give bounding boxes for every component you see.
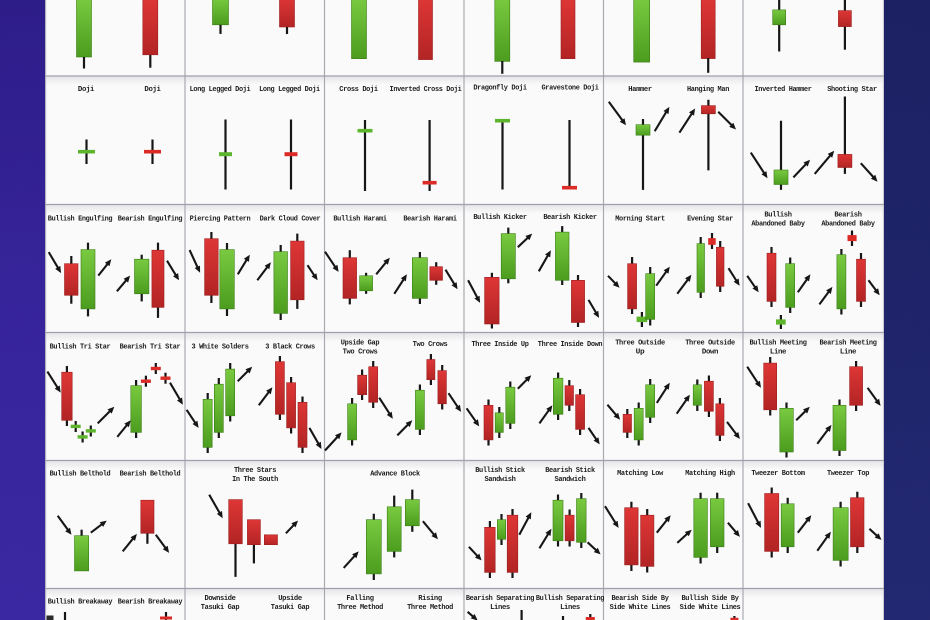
- svg-text:Matching High: Matching High: [685, 470, 735, 478]
- svg-text:Evening Star: Evening Star: [687, 216, 733, 224]
- svg-text:Lines: Lines: [560, 604, 580, 612]
- svg-text:Doji: Doji: [78, 86, 94, 94]
- svg-text:Advance Block: Advance Block: [370, 471, 420, 479]
- svg-text:Three Stars: Three Stars: [234, 467, 276, 475]
- svg-text:Cross Doji: Cross Doji: [339, 86, 378, 94]
- svg-text:Hanging Man: Hanging Man: [687, 86, 729, 94]
- svg-text:Bullish Engulfing: Bullish Engulfing: [48, 216, 113, 224]
- svg-text:Bullish Separating: Bullish Separating: [536, 595, 604, 603]
- svg-text:Inverted Hammer: Inverted Hammer: [755, 86, 812, 94]
- svg-text:Inverted Cross Doji: Inverted Cross Doji: [390, 86, 462, 94]
- svg-text:Bullish Harami: Bullish Harami: [333, 216, 386, 224]
- svg-text:Long Legged Doji: Long Legged Doji: [190, 86, 251, 94]
- svg-text:Rising: Rising: [418, 595, 442, 603]
- svg-text:Three Outside: Three Outside: [685, 340, 735, 348]
- svg-text:Tasuki Gap: Tasuki Gap: [271, 604, 310, 612]
- svg-text:Tweezer Bottom: Tweezer Bottom: [751, 470, 804, 478]
- svg-text:Bullish Side By: Bullish Side By: [682, 595, 740, 603]
- svg-text:Line: Line: [840, 349, 856, 357]
- svg-text:Bearish Separating: Bearish Separating: [466, 595, 534, 603]
- svg-text:Bullish Belthold: Bullish Belthold: [50, 471, 111, 479]
- svg-text:Bearish Meeting: Bearish Meeting: [820, 340, 877, 348]
- svg-text:Dark Cloud Cover: Dark Cloud Cover: [260, 216, 321, 224]
- svg-text:Bullish Stick: Bullish Stick: [475, 467, 525, 475]
- svg-text:Upside: Upside: [278, 595, 302, 603]
- svg-text:Bearish Breakaway: Bearish Breakaway: [118, 599, 184, 607]
- svg-text:Bearish Engulfing: Bearish Engulfing: [118, 216, 183, 224]
- svg-text:Bearish Kicker: Bearish Kicker: [543, 214, 596, 222]
- svg-text:Tasuki Gap: Tasuki Gap: [201, 604, 240, 612]
- svg-text:Down: Down: [702, 349, 718, 357]
- svg-text:Bullish Tri Star: Bullish Tri Star: [50, 344, 111, 352]
- svg-text:Morning Start: Morning Start: [615, 216, 665, 224]
- svg-text:Side White Lines: Side White Lines: [610, 604, 671, 612]
- svg-text:Line: Line: [770, 349, 786, 357]
- svg-text:3 White Solders: 3 White Solders: [192, 344, 249, 352]
- svg-text:Dragonfly Doji: Dragonfly Doji: [473, 85, 526, 93]
- svg-text:Side White Lines: Side White Lines: [680, 604, 741, 612]
- svg-text:3 Black Crows: 3 Black Crows: [265, 344, 315, 352]
- svg-text:Three Inside Up: Three Inside Up: [472, 341, 529, 349]
- svg-text:Bearish Belthold: Bearish Belthold: [120, 471, 181, 479]
- svg-text:Long Legged Doji: Long Legged Doji: [259, 86, 320, 94]
- svg-text:Two Crows: Two Crows: [413, 341, 448, 349]
- svg-text:Bearish Stick: Bearish Stick: [545, 467, 595, 475]
- svg-text:Three Outside: Three Outside: [615, 340, 665, 348]
- svg-text:Bearish Tri Star: Bearish Tri Star: [120, 344, 181, 352]
- svg-text:Up: Up: [636, 349, 645, 357]
- svg-text:Abandoned Baby: Abandoned Baby: [821, 221, 875, 229]
- svg-text:Three Inside Down: Three Inside Down: [538, 341, 603, 349]
- svg-text:Bearish Harami: Bearish Harami: [403, 216, 456, 224]
- svg-text:Matching Low: Matching Low: [617, 470, 664, 478]
- svg-text:Gravestone Doji: Gravestone Doji: [542, 85, 599, 93]
- svg-text:Bearish: Bearish: [834, 212, 861, 220]
- svg-text:Abandoned Baby: Abandoned Baby: [751, 221, 805, 229]
- svg-text:Two Crows: Two Crows: [343, 349, 378, 357]
- svg-text:Hammer: Hammer: [628, 86, 652, 94]
- svg-text:Shooting Star: Shooting Star: [827, 86, 877, 94]
- svg-text:Falling: Falling: [346, 595, 373, 603]
- svg-text:Three Method: Three Method: [407, 604, 453, 612]
- svg-text:Bullish Breakaway: Bullish Breakaway: [48, 599, 114, 607]
- svg-text:Bullish Kicker: Bullish Kicker: [473, 214, 526, 222]
- svg-text:Sandwich: Sandwich: [555, 476, 586, 484]
- svg-text:Lines: Lines: [490, 604, 510, 612]
- svg-text:Three Method: Three Method: [337, 604, 383, 612]
- svg-text:Sandwish: Sandwish: [485, 476, 516, 484]
- svg-text:Downside: Downside: [205, 595, 236, 603]
- svg-text:Upside Gap: Upside Gap: [341, 340, 380, 348]
- svg-text:Bearish Side By: Bearish Side By: [612, 595, 670, 603]
- svg-text:Tweezer Top: Tweezer Top: [827, 470, 869, 478]
- svg-text:Doji: Doji: [144, 86, 160, 94]
- svg-text:Bullish: Bullish: [764, 212, 791, 220]
- svg-text:Bullish Meeting: Bullish Meeting: [750, 340, 807, 348]
- svg-text:In The South: In The South: [232, 476, 278, 484]
- svg-text:Piercing Pattern: Piercing Pattern: [190, 216, 251, 224]
